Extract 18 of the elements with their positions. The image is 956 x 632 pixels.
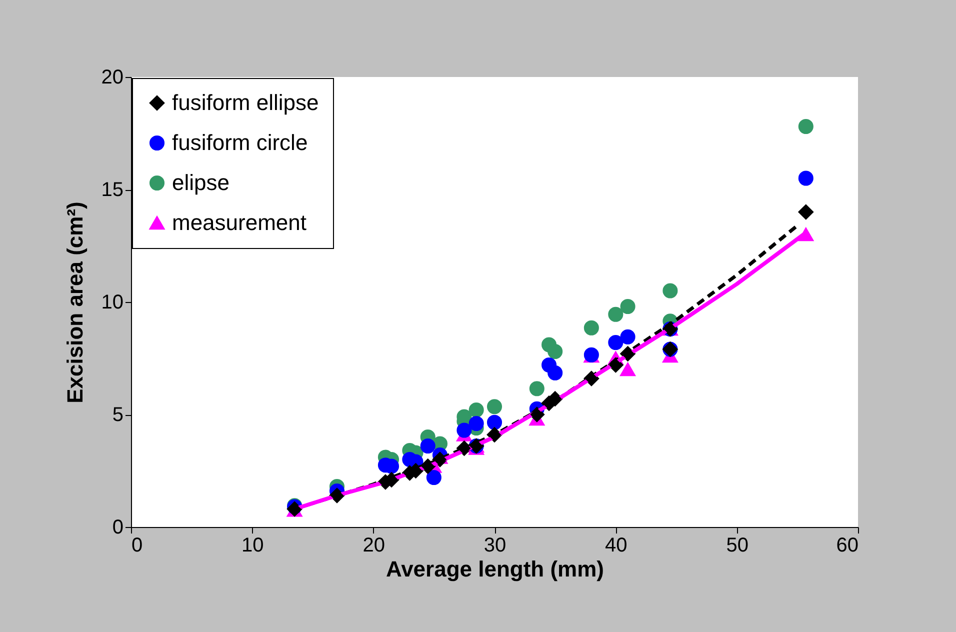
x-axis-title: Average length (mm)	[386, 556, 604, 582]
y-tick-label: 10	[101, 292, 124, 314]
y-tick-label: 15	[101, 179, 124, 201]
legend-label: measurement	[172, 210, 307, 235]
x-tick-label: 60	[836, 534, 858, 556]
x-tick-label: 30	[484, 534, 506, 556]
y-tick-label: 0	[112, 516, 124, 538]
legend-label: fusiform circle	[172, 130, 308, 155]
legend-label: fusiform ellipse	[172, 90, 319, 115]
x-tick-label: 40	[605, 534, 628, 556]
legend-label: elipse	[172, 170, 230, 195]
x-tick-label: 20	[362, 534, 385, 556]
y-tick-label: 5	[112, 404, 124, 426]
x-tick-label: 0	[132, 534, 143, 556]
x-tick-label: 10	[242, 534, 264, 556]
y-tick-label: 20	[101, 66, 124, 88]
x-tick-label: 50	[726, 534, 748, 556]
y-axis-title: Excision area (cm²)	[62, 202, 88, 404]
